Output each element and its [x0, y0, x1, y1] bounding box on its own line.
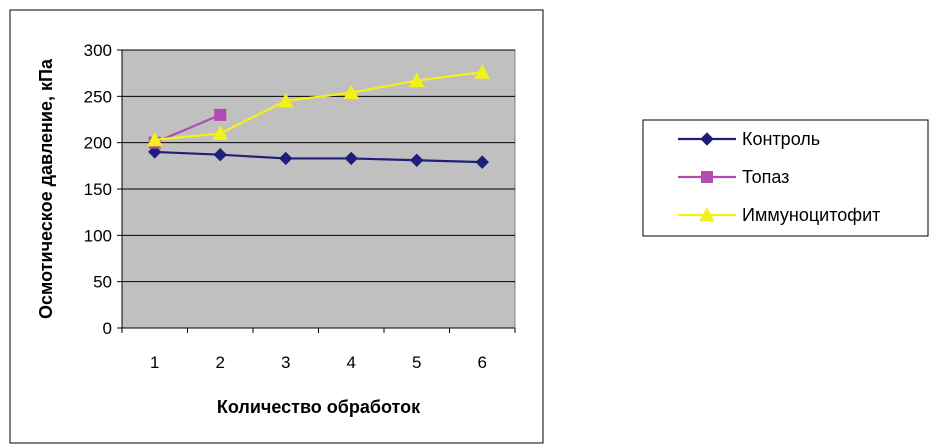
legend-label: Иммуноцитофит	[742, 205, 880, 225]
legend-marker	[701, 171, 713, 183]
x-tick-label: 2	[216, 353, 225, 372]
x-tick-label: 5	[412, 353, 421, 372]
data-point	[408, 72, 425, 88]
x-axis-ticks: 1 2 3 4 5 6	[121, 327, 516, 372]
y-tick-label: 300	[84, 41, 112, 60]
data-point	[212, 125, 229, 140]
data-point	[343, 84, 360, 100]
x-tick-label: 6	[478, 353, 487, 372]
y-tick-label: 100	[84, 226, 112, 245]
series-layer	[146, 64, 491, 169]
data-point	[146, 131, 163, 147]
legend-marker	[700, 132, 714, 146]
y-tick-label: 0	[103, 319, 112, 338]
data-point	[148, 145, 162, 159]
series-line	[154, 71, 483, 141]
data-point	[279, 151, 293, 166]
x-tick-label: 3	[281, 353, 290, 372]
legend-marker	[699, 206, 715, 222]
y-tick-label: 50	[93, 273, 112, 292]
x-tick-label: 1	[150, 353, 159, 372]
data-point	[213, 148, 227, 162]
data-point	[475, 155, 489, 169]
x-tick-label: 4	[347, 353, 356, 372]
legend-label: Топаз	[742, 167, 789, 187]
data-point	[410, 153, 424, 167]
series-2	[146, 64, 491, 147]
y-tick-label: 150	[84, 180, 112, 199]
y-axis-title: Осмотическое давление, кПа	[36, 58, 56, 319]
data-point	[344, 151, 358, 166]
y-tick-label: 200	[84, 134, 112, 153]
data-point	[474, 64, 491, 79]
y-axis-ticks: 0 50 100 150 200 250 300	[84, 41, 123, 338]
x-axis-title: Количество обработок	[217, 397, 421, 417]
legend-item: Контроль	[678, 129, 820, 149]
legend-item: Иммуноцитофит	[678, 205, 880, 225]
data-point	[214, 108, 227, 121]
y-tick-label: 250	[84, 87, 112, 106]
data-point	[277, 92, 294, 108]
series-line	[154, 150, 483, 164]
series-0	[148, 145, 489, 169]
legend-item: Топаз	[678, 167, 789, 187]
legend-label: Контроль	[742, 129, 820, 149]
legend: Контроль Топаз Иммуноцитофит	[642, 119, 929, 237]
